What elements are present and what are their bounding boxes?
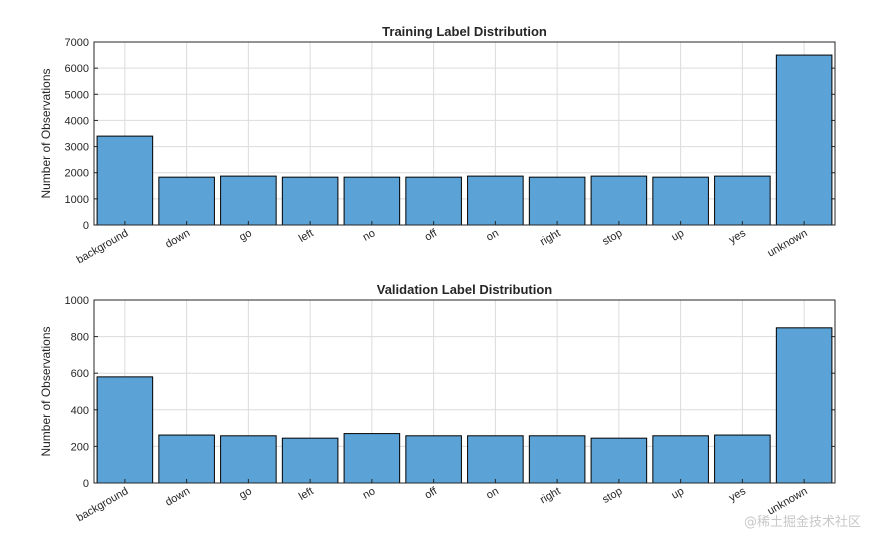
watermark: @稀土掘金技术社区	[743, 515, 861, 530]
x-tick-label-stop: stop	[600, 227, 624, 248]
y-tick-label: 3000	[65, 142, 89, 154]
bar-off	[405, 176, 462, 226]
y-tick-label: 0	[83, 478, 89, 490]
x-tick-label-off: off	[423, 485, 440, 502]
bar-no	[343, 176, 401, 226]
x-tick-label-left: left	[297, 485, 316, 503]
plot-area	[94, 300, 835, 483]
chart-panel-2: 0 200 400 600 800 1000 background down go left no o…	[39, 282, 836, 524]
x-tick-label-off: off	[423, 227, 440, 244]
x-tick-label-go: go	[237, 227, 254, 244]
plot-area	[94, 42, 835, 225]
x-tick-label-unknown: unknown	[765, 227, 809, 259]
bar-on	[467, 175, 524, 226]
axes-frame	[93, 41, 836, 226]
x-tick-label-up: up	[670, 485, 687, 502]
y-tick-label: 1000	[65, 194, 89, 206]
y-tick-label: 4000	[65, 115, 89, 127]
bar-on	[467, 435, 524, 484]
y-tick-label: 400	[71, 405, 89, 417]
bar-go	[220, 435, 277, 484]
chart-title: Validation Label Distribution	[377, 282, 553, 297]
y-tick-label: 0	[83, 220, 89, 232]
bar-go	[220, 175, 277, 226]
bar-stop	[590, 175, 648, 226]
x-tick-label-on: on	[484, 227, 501, 244]
x-tick-label-stop: stop	[600, 485, 624, 506]
bar-left	[281, 437, 339, 484]
y-tick-label: 2000	[65, 168, 89, 180]
x-tick-label-down: down	[163, 485, 192, 509]
x-tick-label-up: up	[670, 227, 687, 244]
x-tick-label-yes: yes	[727, 485, 748, 504]
bar-up	[652, 435, 709, 484]
bar-right	[528, 435, 586, 484]
x-tick-label-down: down	[163, 227, 192, 251]
x-tick-label-yes: yes	[727, 227, 748, 246]
bar-up	[652, 176, 709, 226]
x-tick-label-background: background	[75, 485, 131, 524]
bar-yes	[714, 434, 771, 484]
x-tick-label-right: right	[538, 485, 563, 506]
bar-no	[343, 433, 401, 484]
bar-background	[96, 376, 154, 484]
y-tick-label: 5000	[65, 89, 89, 101]
bar-yes	[714, 175, 771, 226]
bar-background	[96, 135, 154, 226]
y-axis-label: Number of Observations	[39, 68, 53, 198]
x-tick-label-on: on	[484, 485, 501, 502]
bar-left	[281, 176, 339, 226]
chart-title: Training Label Distribution	[382, 24, 547, 39]
x-tick-label-left: left	[297, 227, 316, 245]
bar-stop	[590, 437, 648, 484]
y-tick-label: 6000	[65, 63, 89, 75]
x-tick-label-go: go	[237, 485, 254, 502]
x-tick-label-background: background	[75, 227, 131, 266]
bar-down	[158, 176, 215, 226]
chart-panel-1: 0 1000 2000 3000 4000 5000 6000 7000 background d…	[39, 24, 836, 266]
bar-down	[158, 434, 215, 484]
y-tick-label: 600	[71, 368, 89, 380]
y-tick-label: 7000	[65, 37, 89, 49]
bar-right	[528, 176, 586, 226]
axes-frame	[93, 299, 836, 484]
bar-off	[405, 435, 462, 484]
bar-unknown	[775, 327, 833, 484]
y-axis-label: Number of Observations	[39, 326, 53, 456]
x-tick-label-no: no	[361, 485, 378, 502]
bar-unknown	[775, 54, 833, 226]
x-tick-label-right: right	[538, 227, 563, 248]
y-tick-label: 800	[71, 332, 89, 344]
y-tick-label: 1000	[65, 295, 89, 307]
y-tick-label: 200	[71, 441, 89, 453]
x-tick-label-no: no	[361, 227, 378, 244]
